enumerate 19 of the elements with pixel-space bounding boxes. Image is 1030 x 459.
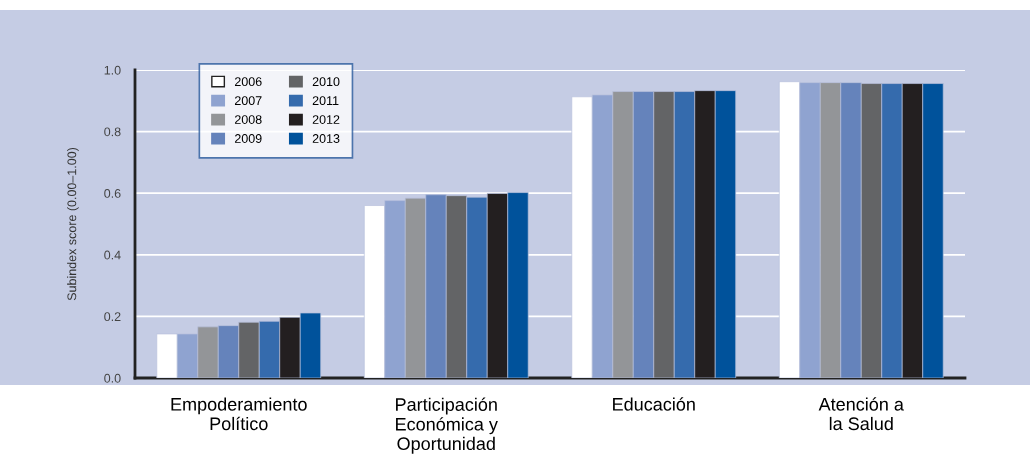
y-tick-label: 0.4 [104,250,121,260]
x-tick-label: Atención a la Salud [818,397,904,431]
y-tick-label: 0.8 [104,127,121,137]
legend-label: 2009 [234,134,262,143]
legend-label: 2012 [312,115,340,124]
legend-label: 2011 [312,96,339,106]
x-tick-label: Empoderamiento Político [171,397,307,431]
y-tick-label: 0.0 [104,373,121,383]
y-tick-label: 1.0 [104,65,121,75]
legend-label: 2010 [312,77,340,87]
legend-label: 2013 [312,134,340,143]
y-tick-label: 0.2 [104,312,121,322]
legend-label: 2008 [234,115,262,124]
y-axis-title: Subindex score (0.00–1.00) [67,147,79,301]
x-tick-label: Participación Económica y Oportunidad [396,397,498,454]
x-tick-label: Educación [613,397,695,411]
legend-label: 2007 [234,96,262,106]
legend-label: 2006 [234,77,262,87]
y-tick-label: 0.6 [104,189,121,198]
